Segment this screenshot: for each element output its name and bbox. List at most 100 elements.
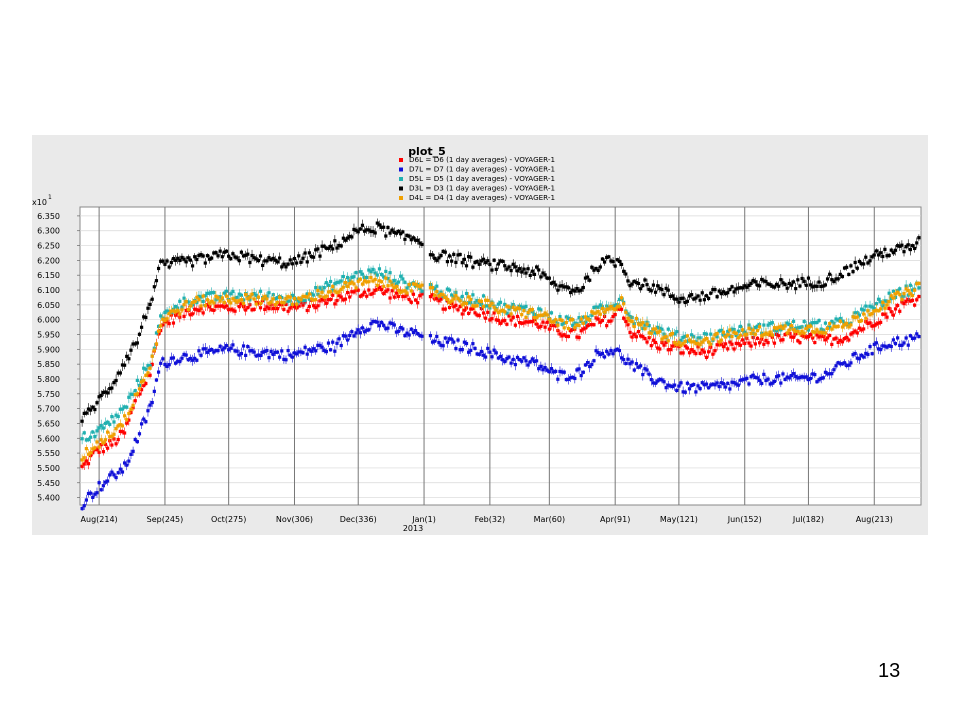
data-point [462,301,466,305]
data-point [312,293,316,297]
data-point [535,322,539,326]
data-point [602,260,607,264]
data-point [520,313,524,317]
data-point [439,292,443,296]
data-point [258,353,263,358]
data-point [445,260,450,264]
data-point [307,251,311,255]
data-point [832,368,836,372]
data-point [566,316,571,320]
data-point [135,378,139,382]
data-point [173,304,178,309]
data-point [220,348,224,352]
x-tick-label: Nov(306) [276,515,313,524]
data-point [596,305,600,309]
data-point [227,299,231,303]
data-point [384,327,388,331]
data-point [246,252,250,256]
data-point [362,279,367,283]
data-point [462,340,466,344]
data-point [235,300,239,304]
data-point [362,229,367,233]
data-point [435,290,439,294]
data-point [828,325,832,329]
data-point [724,291,728,296]
data-point [469,255,473,259]
data-point [184,353,188,357]
data-point [647,336,651,340]
data-point [698,336,702,340]
data-point [562,333,566,337]
data-point [683,334,687,339]
data-point [683,339,687,343]
data-point [267,256,271,260]
data-point [229,292,233,296]
data-point [664,335,668,339]
data-point [237,299,241,303]
data-point [390,228,394,232]
data-point [467,301,471,305]
data-point [360,326,365,330]
data-point [401,230,405,234]
data-point [607,352,611,356]
data-point [269,300,273,304]
data-point [163,310,167,314]
data-point [900,243,904,247]
data-point [186,308,190,312]
data-point [443,307,447,311]
data-point [454,293,458,298]
data-point [768,321,772,326]
data-point [331,288,335,292]
data-point [199,253,203,257]
data-point [532,272,537,277]
data-point [110,415,114,419]
data-point [838,362,842,366]
page-number: 13 [878,660,901,682]
data-point [719,338,723,342]
data-point [588,364,592,369]
data-point [535,265,539,269]
data-point [585,317,590,321]
data-point [698,351,702,355]
data-point [458,252,462,257]
data-point [450,299,454,303]
data-point [341,285,345,289]
data-point [609,348,613,353]
data-point [832,324,836,328]
data-point [231,343,235,347]
data-point [630,282,634,286]
data-point [201,311,205,315]
data-point [110,386,114,390]
data-point [749,331,753,336]
data-point [530,269,534,273]
data-point [668,384,672,388]
data-point [382,225,386,229]
data-point [554,318,558,322]
data-point [82,462,86,466]
data-point [214,251,218,255]
data-point [885,254,889,258]
y-tick-label: 5.850 [37,360,60,369]
data-point [239,301,244,306]
data-point [307,348,311,352]
data-point [717,289,721,293]
data-point [721,330,726,334]
data-point [93,492,97,496]
data-point [312,298,316,302]
data-point [751,373,755,377]
data-point [271,352,275,357]
data-point [231,289,235,293]
data-point [887,306,891,311]
data-point [700,381,704,385]
data-point [263,307,267,312]
data-point [84,411,88,415]
data-point [643,323,647,327]
data-point [409,300,413,304]
data-point [817,318,821,323]
data-point [524,320,528,324]
data-series [80,218,921,511]
data-point [377,267,382,271]
data-point [715,331,719,336]
data-point [416,284,420,288]
data-point [409,289,413,293]
